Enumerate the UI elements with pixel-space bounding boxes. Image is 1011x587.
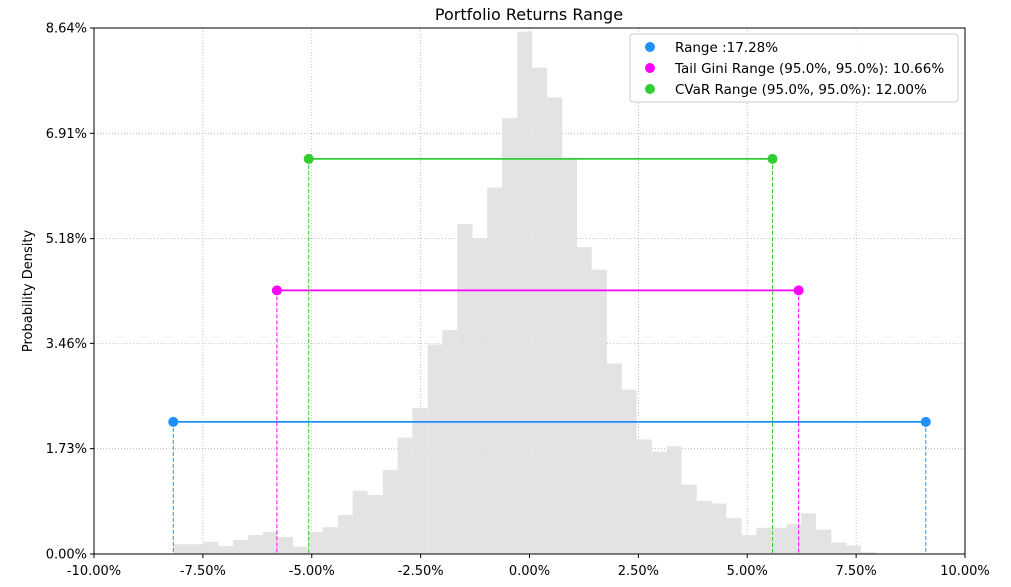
histogram-bar [576,247,592,554]
histogram-bar [666,446,682,554]
histogram-bar [562,157,577,554]
y-tick-label: 5.18% [46,232,87,247]
x-tick-label: 0.00% [509,564,550,579]
x-tick-label: -5.00% [289,564,335,579]
histogram-bar [681,484,697,554]
histogram-bar [173,544,189,554]
y-axis-label: Probability Density [21,230,36,353]
histogram-bar [607,363,622,554]
histogram-bar [786,524,802,554]
histogram-bar [726,518,742,554]
histogram-bar [188,544,204,554]
histogram-bar [801,513,817,554]
histogram-bar [711,503,727,554]
x-tick-label: 2.50% [618,564,659,579]
y-tick-label: 1.73% [46,442,87,457]
chart-title: Portfolio Returns Range [435,5,623,24]
histogram-bar [337,515,353,554]
histogram-bar [636,439,652,554]
range-endpoint-marker [793,285,804,296]
histogram-bar [262,532,278,554]
histogram-bar [546,97,563,555]
range-series [271,285,804,554]
x-tick-label: -10.00% [67,564,121,579]
histogram-bar [621,389,637,554]
y-tick-label: 8.64% [46,22,87,37]
range-series-layer [168,153,931,554]
range-endpoint-marker [920,416,931,427]
histogram-bar [293,546,308,554]
x-axis: -10.00% -7.50% -5.00% -2.50% 0.00% 2.50% 5.00%… [67,554,990,579]
range-endpoint-marker [271,285,282,296]
histogram-bar [532,67,547,554]
histogram-bar [203,541,219,554]
x-tick-label: 7.50% [835,564,876,579]
histogram-bar [322,527,338,554]
legend-marker [645,84,655,94]
legend-label: Tail Gini Range (95.0%, 95.0%): 10.66% [674,61,944,77]
histogram-bar [771,527,787,554]
histogram-bar [277,536,294,554]
histogram-bar [816,529,832,554]
histogram-bar [218,546,233,554]
legend-box [629,33,959,103]
histogram-bar [412,407,428,554]
histogram-bar [367,494,383,554]
histogram-bar [846,545,861,554]
y-tick-label: 6.91% [46,127,87,142]
histogram-bar [472,238,488,554]
histogram-bar [741,535,757,554]
histogram-bar [696,501,712,554]
range-endpoint-marker [303,153,314,164]
histogram-bar [517,31,533,555]
histogram-layer [173,31,877,555]
y-tick-label: 0.00% [46,548,87,563]
y-axis: 0.00% 1.73% 3.46% 5.18% 6.91% 8.64% [46,22,94,563]
histogram-bar [397,437,413,554]
x-tick-label: 5.00% [727,564,768,579]
histogram-bar [307,532,323,554]
histogram-bar [756,527,772,554]
histogram-bar [860,552,877,554]
histogram-bar [487,187,503,554]
histogram-bar [457,224,473,554]
legend-label: Range :17.28% [675,40,778,56]
y-tick-label: 3.46% [46,337,87,352]
legend-marker [645,42,655,52]
legend-marker [645,63,655,73]
x-tick-label: -7.50% [180,564,226,579]
range-series [168,416,931,554]
legend: Range :17.28% Tail Gini Range (95.0%, 95.… [629,33,959,103]
x-tick-label: -2.50% [398,564,444,579]
histogram-bar [442,329,458,554]
range-series [303,153,778,554]
legend-label: CVaR Range (95.0%, 95.0%): 12.00% [675,82,927,98]
range-endpoint-marker [168,416,179,427]
histogram-bar [502,118,518,554]
histogram-bar [232,539,249,554]
histogram-bar [427,344,443,554]
histogram-bar [831,542,847,554]
histogram-bar [382,469,398,554]
x-tick-label: 10.00% [940,564,990,579]
range-endpoint-marker [767,153,778,164]
histogram-bar [352,490,368,554]
histogram-bar [651,451,667,554]
histogram-bar [248,535,263,554]
histogram-bar [591,269,608,554]
